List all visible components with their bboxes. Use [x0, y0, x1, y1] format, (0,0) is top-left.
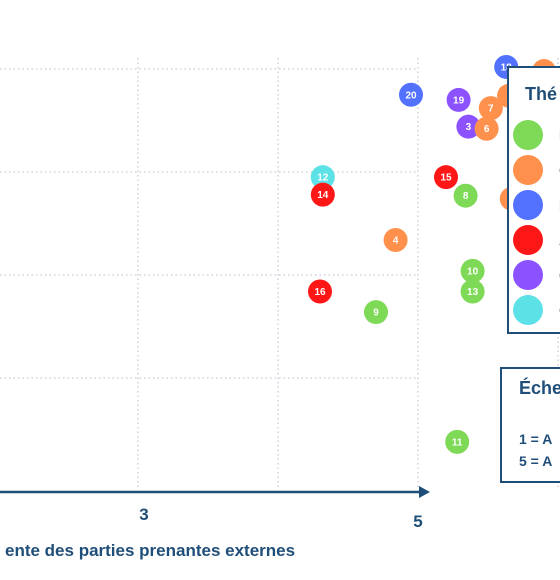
scatter-point: 14 [310, 182, 335, 207]
point-marker [445, 429, 470, 454]
scatter-point: 20 [399, 82, 423, 107]
scatter-point: 16 [308, 279, 332, 304]
legend-item: C [513, 260, 560, 290]
point-marker [364, 300, 388, 325]
point-label: 12 [317, 173, 329, 184]
point-marker [308, 279, 332, 304]
legend-item: C [513, 155, 560, 185]
legend-swatch [513, 190, 543, 220]
scatter-point: 9 [364, 300, 388, 325]
point-label: 4 [393, 235, 399, 246]
scale-legend: Éche 1 = A 5 = A [500, 367, 560, 483]
point-marker [460, 258, 485, 283]
scale-title: Éche [519, 378, 560, 398]
point-label: 18 [501, 62, 513, 73]
scatter-point: 7 [478, 96, 503, 121]
point-label: 8 [463, 191, 469, 202]
scale-line-max: 5 = A [519, 453, 553, 469]
point-marker [310, 165, 335, 190]
scatter-point: 6 [474, 116, 499, 141]
legend-swatch [513, 155, 543, 185]
point-label: 6 [484, 124, 490, 135]
point-marker [478, 96, 503, 121]
legend-swatch [513, 295, 543, 325]
point-label: 11 [452, 437, 463, 448]
scatter-point: 10 [460, 258, 485, 283]
point-label: 13 [467, 287, 479, 298]
point-marker [453, 183, 478, 208]
legend-title: Thé [525, 84, 558, 104]
point-label: 3 [466, 122, 472, 133]
legend-swatch [513, 225, 543, 255]
scatter-point: 15 [434, 165, 458, 190]
legend-item: É [513, 190, 560, 220]
x-tick-label: 5 [413, 512, 422, 531]
point-label: 14 [317, 190, 329, 201]
point-label: 15 [440, 173, 452, 184]
point-label: 9 [373, 308, 379, 319]
point-marker [456, 114, 481, 139]
legend-item: C [513, 295, 560, 325]
point-marker [383, 227, 408, 252]
scatter-point: 11 [445, 429, 470, 454]
scatter-point: 8 [453, 183, 478, 208]
point-label: 20 [405, 90, 417, 101]
point-marker [399, 82, 423, 107]
legend-item: A [513, 225, 560, 255]
point-marker [446, 87, 471, 112]
point-marker [310, 182, 335, 207]
axes [0, 486, 430, 498]
point-marker [434, 165, 458, 190]
x-axis-title: ente des parties prenantes externes [5, 541, 295, 560]
point-marker [460, 279, 485, 304]
legend: Thé E C É A C C [507, 66, 560, 334]
scale-line-min: 1 = A [519, 431, 553, 447]
legend-swatch [513, 120, 543, 150]
scatter-point: 3 [456, 114, 481, 139]
scatter-point: 4 [383, 227, 408, 252]
scatter-point: 13 [460, 279, 485, 304]
x-axis-arrow [419, 486, 430, 498]
legend-swatch [513, 260, 543, 290]
scatter-point: 12 [310, 165, 335, 190]
point-label: 10 [467, 266, 479, 277]
x-tick-label: 3 [139, 505, 148, 524]
point-label: 7 [488, 104, 494, 115]
legend-item: E [513, 120, 560, 150]
point-label: 19 [453, 95, 465, 106]
point-label: 16 [314, 287, 326, 298]
scatter-point: 19 [446, 87, 471, 112]
point-marker [474, 116, 499, 141]
